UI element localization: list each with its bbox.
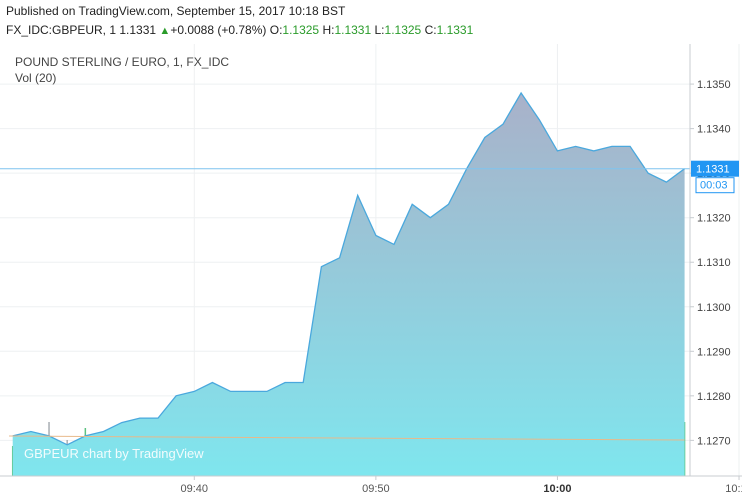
volume-legend: Vol (20) xyxy=(15,71,56,85)
current-price-tag xyxy=(691,160,739,177)
price-area-fill xyxy=(12,93,685,476)
price-change: +0.0088 (+0.78%) xyxy=(170,23,267,37)
price-axis[interactable]: 1.13501.13401.13301.13201.13101.13001.12… xyxy=(690,79,731,447)
symbol-label: FX_IDC:GBPEUR, 1 xyxy=(6,23,117,37)
time-axis[interactable]: 09:40 09:50 10:00 10:10 xyxy=(181,476,742,495)
open-value: 1.1325 xyxy=(282,23,320,37)
open-label: O: xyxy=(269,23,283,37)
low-label: L: xyxy=(374,23,385,37)
x-tick-label: 10:10 xyxy=(725,483,742,495)
volume-ma-layer xyxy=(9,435,685,441)
x-tick-label: 09:40 xyxy=(181,483,209,495)
x-tick-label: 09:50 xyxy=(362,483,390,495)
x-tick-label: 10:00 xyxy=(543,483,571,495)
countdown-tag xyxy=(695,177,735,194)
price-area-layer xyxy=(12,91,685,476)
last-price: 1.1331 xyxy=(119,23,157,37)
price-chart[interactable]: 1.13501.13401.13301.13201.13101.13001.12… xyxy=(0,44,742,502)
published-line: Published on TradingView.com, September … xyxy=(6,4,346,18)
close-label: C: xyxy=(424,23,437,37)
y-tick-label: 1.1350 xyxy=(697,79,731,91)
y-tick-label: 1.1270 xyxy=(697,435,731,447)
up-triangle-icon: ▲ xyxy=(159,25,171,37)
low-value: 1.1325 xyxy=(384,23,422,37)
watermark: GBPEUR chart by TradingView xyxy=(24,446,204,461)
volume-ma-line xyxy=(9,435,685,441)
chart-title: POUND STERLING / EURO, 1, FX_IDC xyxy=(15,55,229,69)
y-tick-label: 1.1320 xyxy=(697,213,731,225)
high-label: H: xyxy=(322,23,335,37)
y-tick-label: 1.1340 xyxy=(697,124,731,136)
y-tick-label: 1.1300 xyxy=(697,302,731,314)
close-value: 1.1331 xyxy=(436,23,474,37)
quote-line: FX_IDC:GBPEUR, 1 1.1331 ▲+0.0088 (+0.78%… xyxy=(6,21,736,40)
high-value: 1.1331 xyxy=(334,23,372,37)
price-tags: 1.1331 00:03 xyxy=(691,160,739,194)
y-tick-label: 1.1290 xyxy=(697,346,731,358)
price-line xyxy=(12,91,685,446)
countdown-tag-label: 00:03 xyxy=(700,180,728,192)
chart-header: Published on TradingView.com, September … xyxy=(6,2,736,40)
current-price-tag-label: 1.1331 xyxy=(696,164,730,176)
y-tick-label: 1.1280 xyxy=(697,391,731,403)
y-tick-label: 1.1310 xyxy=(697,257,731,269)
